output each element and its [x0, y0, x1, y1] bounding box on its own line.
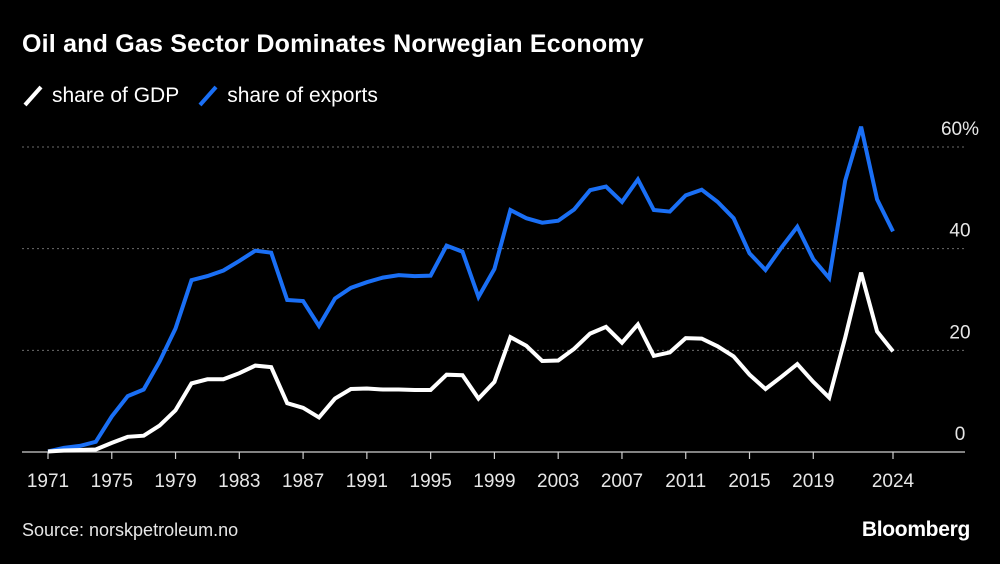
y-tick-label-20: 20 — [949, 322, 970, 343]
x-tick-label-1971: 1971 — [27, 471, 69, 492]
legend: share of GDP share of exports — [22, 84, 396, 108]
series-line-exports — [47, 126, 895, 454]
x-tick-label-1979: 1979 — [154, 471, 196, 492]
x-tick-label-1987: 1987 — [282, 471, 324, 492]
x-tick-label-2024: 2024 — [872, 471, 915, 492]
y-tick-label-40: 40 — [949, 221, 970, 242]
x-tick-label-1999: 1999 — [473, 471, 515, 492]
x-tick-label-2019: 2019 — [792, 471, 834, 492]
x-tick-label-1975: 1975 — [91, 471, 133, 492]
x-tick-label-1995: 1995 — [410, 471, 452, 492]
x-tick-label-2003: 2003 — [537, 471, 579, 492]
y-tick-label-60: 60% — [941, 119, 979, 140]
y-tick-label-0: 0 — [955, 424, 966, 445]
legend-swatch-exports-icon — [198, 85, 218, 107]
x-tick-label-2007: 2007 — [601, 471, 643, 492]
x-tick-label-1983: 1983 — [218, 471, 260, 492]
x-tick-label-2011: 2011 — [665, 471, 706, 492]
source-note: Source: norskpetroleum.no — [22, 520, 239, 540]
legend-item-gdp: share of GDP — [22, 84, 179, 108]
legend-label-exports: share of exports — [227, 84, 378, 107]
legend-swatch-gdp-icon — [23, 85, 43, 107]
legend-label-gdp: share of GDP — [52, 84, 180, 107]
x-tick-label-1991: 1991 — [346, 471, 388, 492]
chart-title: Oil and Gas Sector Dominates Norwegian E… — [22, 30, 644, 58]
x-tick-label-2015: 2015 — [728, 471, 770, 492]
bloomberg-logo: Bloomberg — [861, 518, 970, 541]
legend-item-exports: share of exports — [197, 84, 378, 108]
series-line-gdp — [47, 272, 895, 454]
